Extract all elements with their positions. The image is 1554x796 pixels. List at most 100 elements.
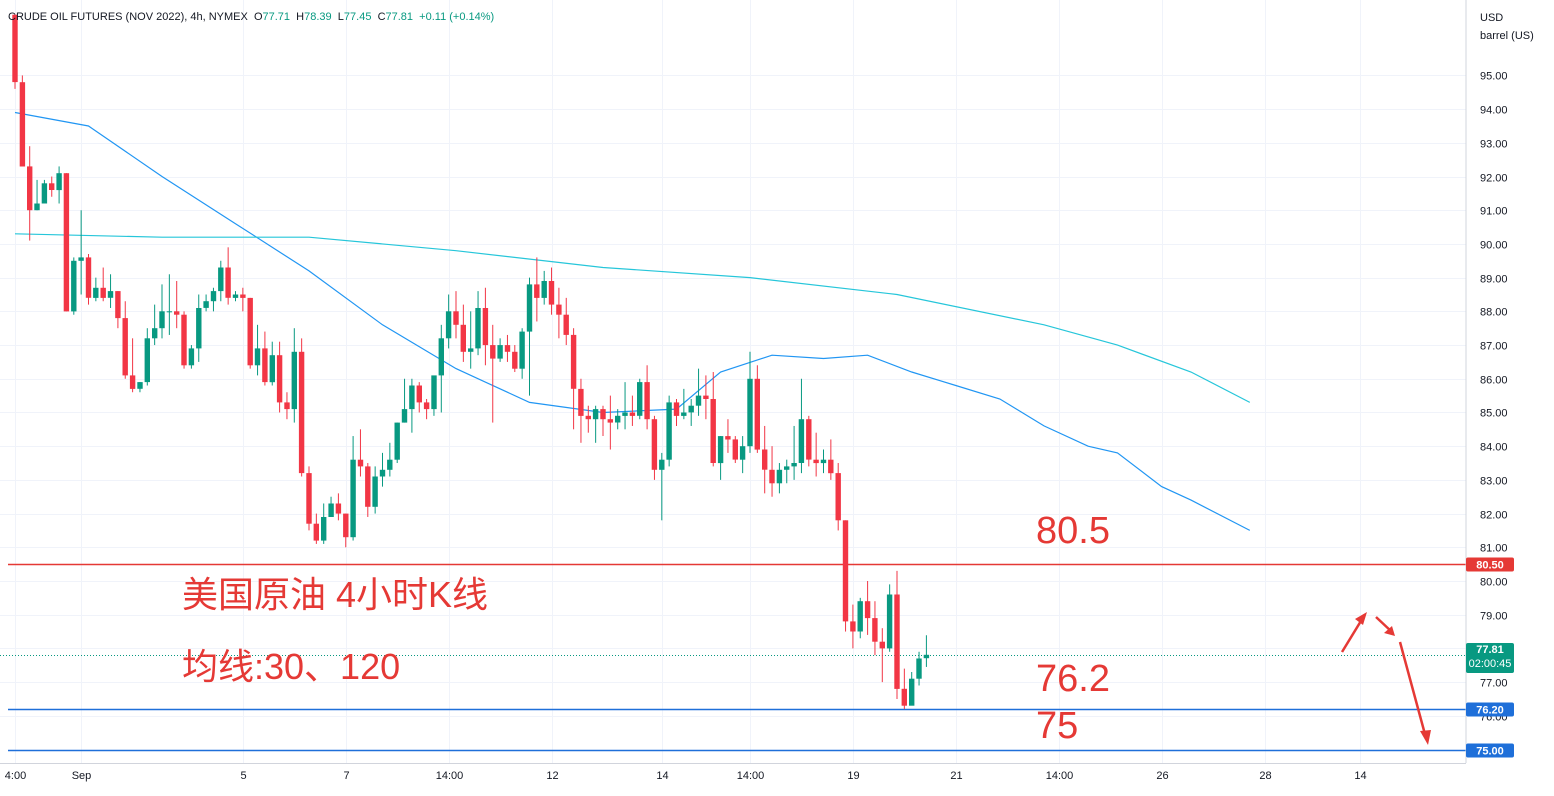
candle-body-down <box>762 449 768 470</box>
candle-body-down <box>298 351 305 474</box>
x-tick-label: 14 <box>656 770 668 782</box>
candle-body-down <box>842 520 849 622</box>
candle-body-down <box>651 419 658 470</box>
candle-body-down <box>629 412 636 416</box>
candle-body-down <box>453 311 459 325</box>
candle-body-down <box>365 466 371 507</box>
candle-body-up <box>541 281 547 298</box>
candle-body-down <box>864 601 871 619</box>
x-tick-label: 14 <box>1354 770 1366 782</box>
candle-body-down <box>276 355 283 403</box>
candle-body-up <box>269 355 275 383</box>
candle-body-down <box>835 473 841 521</box>
candle-body-down <box>357 459 364 467</box>
candle-body-up <box>291 351 297 410</box>
candle-body-up <box>681 412 687 416</box>
unit-label: barrel (US) <box>1480 30 1534 42</box>
moving-average-ma30 <box>14 111 1251 531</box>
forecast-arrowhead-dip <box>1384 626 1395 636</box>
x-tick-label: 14:00 <box>737 770 765 782</box>
candle-body-up <box>637 382 643 416</box>
candle-body-up <box>93 287 99 298</box>
candle-body-down <box>813 459 819 464</box>
x-tick-label: 14:00 <box>1046 770 1074 782</box>
x-tick-label: 26 <box>1156 770 1168 782</box>
level-price-tag-label: 76.20 <box>1476 705 1504 717</box>
last-price-value: 77.81 <box>1476 644 1504 656</box>
symbol-legend[interactable]: CRUDE OIL FUTURES (NOV 2022), 4h, NYMEX … <box>8 11 494 23</box>
candle-body-down <box>585 415 591 420</box>
candle-body-down <box>335 503 342 514</box>
candle-body-down <box>563 314 569 335</box>
candle-body-down <box>247 297 253 366</box>
x-tick-label: 14:00 <box>436 770 464 782</box>
y-tick-label: 90.00 <box>1480 240 1508 252</box>
candle-body-up <box>218 267 224 292</box>
candle-body-up <box>717 436 724 464</box>
currency-label: USD <box>1480 12 1504 24</box>
y-tick-label: 83.00 <box>1480 476 1508 488</box>
bar-countdown: 02:00:45 <box>1468 658 1512 670</box>
change-value: +0.11 (+0.14%) <box>419 11 495 23</box>
candle-body-up <box>909 678 915 706</box>
candle-body-up <box>387 459 393 470</box>
candle-body-up <box>210 291 217 302</box>
candle-body-down <box>512 351 518 369</box>
x-tick-label: 28 <box>1259 770 1271 782</box>
candle-body-up <box>78 257 84 261</box>
candle-body-up <box>321 517 327 541</box>
x-tick-label: 5 <box>240 770 246 782</box>
candle-body-down <box>600 409 606 420</box>
candle-body-down <box>85 257 92 298</box>
close-label: C <box>377 11 386 23</box>
candle-body-down <box>174 311 180 315</box>
high-value: 78.39 <box>304 11 332 23</box>
symbol-name[interactable]: CRUDE OIL FUTURES (NOV 2022), 4h, NYMEX <box>8 11 248 23</box>
candle-body-down <box>570 334 577 389</box>
y-tick-label: 79.00 <box>1480 611 1508 623</box>
y-tick-label: 81.00 <box>1480 543 1508 555</box>
annotation-level-76-2: 76.2 <box>1036 658 1110 700</box>
candle-body-up <box>695 395 702 406</box>
y-tick-label: 82.00 <box>1480 510 1508 522</box>
y-tick-label: 91.00 <box>1480 206 1508 218</box>
candle-body-up <box>615 415 621 423</box>
candle-body-down <box>490 345 496 359</box>
candle-body-up <box>372 476 378 507</box>
candle-body-down <box>115 291 121 319</box>
level-price-tag <box>1466 743 1514 758</box>
y-tick-label: 95.00 <box>1480 71 1508 83</box>
candle-body-up <box>166 311 173 313</box>
candle-body-down <box>644 382 650 420</box>
candle-body-down <box>806 419 812 460</box>
candle-body-up <box>107 291 114 298</box>
candle-body-up <box>196 308 202 349</box>
candle-body-down <box>423 402 430 410</box>
candle-body-down <box>578 388 584 416</box>
candle-body-down <box>306 473 312 524</box>
x-tick-label: 4:00 <box>5 770 26 782</box>
candle-body-up <box>784 466 790 470</box>
annotation-ma-label: 均线:30、120 <box>182 646 401 687</box>
candle-body-down <box>556 304 562 315</box>
candle-body-up <box>739 446 746 460</box>
forecast-arrowhead-down <box>1420 730 1431 745</box>
x-tick-label: 19 <box>847 770 859 782</box>
candle-body-up <box>592 409 599 420</box>
candle-body-down <box>607 419 613 423</box>
y-tick-label: 87.00 <box>1480 341 1508 353</box>
low-value: 77.45 <box>343 11 372 23</box>
y-tick-label: 86.00 <box>1480 375 1508 387</box>
candle-body-up <box>144 338 150 383</box>
candle-body-down <box>673 402 680 416</box>
candle-body-up <box>923 654 930 659</box>
candle-body-down <box>19 82 26 167</box>
y-tick-label: 77.00 <box>1480 678 1508 690</box>
candle-body-down <box>703 395 709 399</box>
candle-body-down <box>725 436 731 440</box>
candle-body-up <box>798 419 805 463</box>
candle-body-up <box>56 173 62 191</box>
candle-body-up <box>438 338 444 376</box>
candle-body-up <box>776 469 783 484</box>
